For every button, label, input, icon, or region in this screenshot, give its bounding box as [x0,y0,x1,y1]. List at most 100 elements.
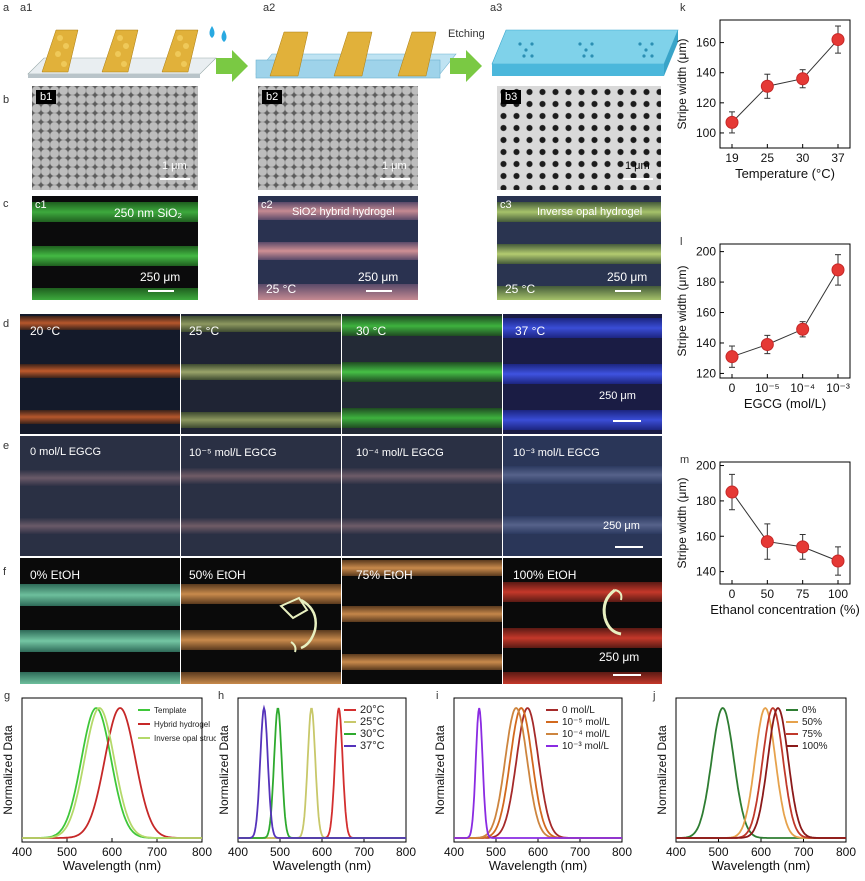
chart-i: 400 500 600 700 800 0 mol/L10⁻⁵ mol/L10⁻⁴ mol… [433,697,632,873]
scale-bar-b2 [380,178,410,180]
x-tick-label: 700 [570,845,590,859]
y-tick-label: 140 [696,336,716,350]
e3-label: 10⁻⁴ mol/L EGCG [356,447,444,459]
scale-bar-c1 [148,290,174,292]
data-point [796,72,810,86]
crack-artifact [279,596,317,653]
data-point [796,322,810,336]
schematic-a1 [27,29,217,78]
x-tick-label: 19 [725,151,739,165]
data-point [796,540,810,554]
x-tick-label: 75 [796,587,810,601]
x-tick-label: 400 [12,845,32,859]
x-tick-label: 700 [354,845,374,859]
x-axis-label: Ethanol concentration (%) [710,602,860,617]
optical-image-c1: c1 250 nm SiO₂ 250 μm [32,196,198,300]
panel-tag-c2: c2 [261,199,273,211]
micrograph-f1: 0% EtOH [20,558,180,684]
d1-label: 20 °C [30,324,61,338]
schematic-a2 [255,31,457,79]
e4-label: 10⁻³ mol/L EGCG [513,447,600,459]
x-tick-label: 25 [761,151,775,165]
y-axis-label: Stripe width (μm) [675,39,689,130]
panel-label-b: b [3,94,10,106]
panel-label-a: a [3,2,10,14]
crack-artifact-2 [602,588,623,636]
y-axis-label: Stripe width (μm) [675,266,689,357]
panel-label-c: c [3,198,9,210]
spectrum-line [238,704,406,839]
x-tick-label: 37 [831,151,845,165]
data-point [760,535,774,549]
panel-label-a3: a3 [490,2,503,14]
micrograph-e1: 0 mol/L EGCG [20,436,180,556]
data-point [760,338,774,351]
spectrum-line [22,707,202,839]
optical-image-c2: c2 SiO2 hybrid hydrogel 25 °C 250 μm [258,196,418,300]
legend-label: 50% [802,717,822,728]
chart-h: 400 500 600 700 800 20°C25°C30°C37°C Wavelengt… [217,697,416,873]
sem-image-b1: b1 1 μm [32,86,198,190]
x-axis-label: Wavelength (nm) [712,858,811,873]
legend-label: Hybrid hydrogel [154,720,210,729]
micrograph-d4: 37 °C 250 μm [503,314,662,434]
scale-bar-c3 [615,290,641,292]
scale-text-c2: 250 μm [358,270,399,284]
f2-label: 50% EtOH [189,568,246,582]
legend-label: 100% [802,741,828,752]
y-tick-label: 200 [696,459,716,473]
y-tick-label: 160 [696,306,716,320]
x-tick-label: 600 [102,845,122,859]
panel-label-g: g [4,690,11,702]
x-tick-label: 500 [708,845,728,859]
y-tick-label: 160 [696,529,716,543]
c3-caption: Inverse opal hydrogel [537,206,643,218]
scale-bar-f4 [613,674,641,676]
f1-label: 0% EtOH [30,568,81,582]
legend-label: 0 mol/L [562,705,595,716]
panel-tag-c3: c3 [500,199,512,211]
panel-label-j: j [653,690,656,702]
data-point [760,79,774,93]
panel-label-d: d [3,318,10,330]
x-tick-label: 800 [396,845,416,859]
micrograph-e3: 10⁻⁴ mol/L EGCG [342,436,502,556]
scale-text-c3: 250 μm [607,270,648,284]
schematic-row [27,26,679,82]
panel-label-k: k [680,2,686,14]
x-tick-label: 30 [796,151,810,165]
legend-label: Inverse opal structure [154,734,216,743]
scale-text-c1: 250 μm [140,270,181,284]
legend-label: Template [154,706,187,715]
y-tick-label: 120 [696,96,716,110]
y-tick-label: 180 [696,275,716,289]
schematic-a3 [491,29,679,76]
x-tick-label: 0 [729,587,736,601]
panel-label-a2: a2 [263,2,276,14]
sem-image-b3: b3 1 μm [497,86,661,190]
panel-label-e: e [3,440,10,452]
micrograph-d3: 30 °C [342,314,502,434]
scale-bar-e4 [615,546,643,548]
x-axis-label: Wavelength (nm) [489,858,588,873]
c2-caption: SiO2 hybrid hydrogel [292,206,395,218]
micrograph-f3: 75% EtOH [342,558,502,684]
x-axis-label: Wavelength (nm) [63,858,162,873]
scale-text-e4: 250 μm [603,520,640,532]
arrow-right-icon [216,50,248,82]
x-axis-label: Temperature (°C) [735,166,835,181]
chart-j: 400 500 600 700 800 0%50%75%100% Wavelength (n… [655,697,856,873]
x-tick-label: 800 [192,845,212,859]
x-tick-label: 500 [486,845,506,859]
legend-label: 30°C [360,728,385,740]
y-tick-label: 200 [696,245,716,259]
panel-label-m: m [680,454,690,466]
scale-text-b1: 1 μm [162,160,187,172]
chart-g: 400 500 600 700 800 Template Hybrid hydrogel In… [1,697,216,873]
data-point [831,33,845,47]
x-tick-label: 700 [793,845,813,859]
y-tick-label: 120 [696,366,716,380]
legend-label: 0% [802,705,817,716]
